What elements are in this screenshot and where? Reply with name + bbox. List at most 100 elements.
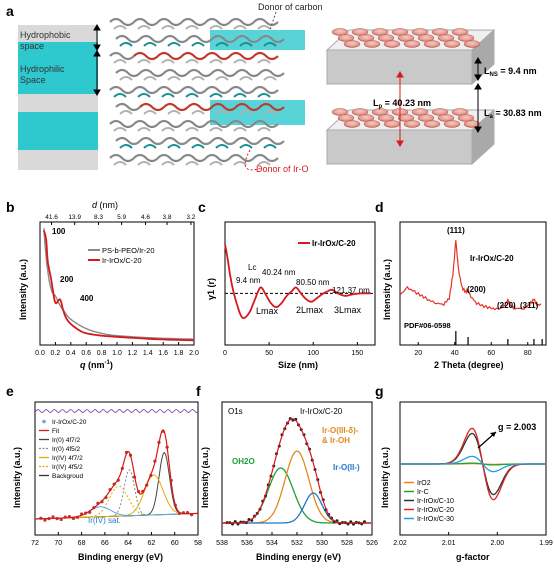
plot-b-series xyxy=(43,228,195,342)
fiber-strand xyxy=(137,161,151,166)
hydrophilic-label: Hydrophilic Space xyxy=(20,64,67,85)
fiber-strand xyxy=(115,68,141,78)
panel-b: b 0.0 0.2 0.4 0.6 0.8 1.0 1.2 1.4 1.6 1.8 2.0 41.6… xyxy=(6,199,199,370)
peak-220: (220) xyxy=(497,301,516,310)
c-series xyxy=(224,243,371,320)
plot-c-series: 0 50 100 150 xyxy=(223,243,375,357)
fiber-strand xyxy=(191,144,205,149)
g-xtick-label: 2.00 xyxy=(491,540,505,547)
fiber-strand xyxy=(215,76,229,81)
b-xtick-label: 0.2 xyxy=(51,350,61,357)
stripe-hydrophobic-2 xyxy=(18,94,98,112)
fiber-strand xyxy=(185,59,199,64)
fiber-strand xyxy=(235,34,261,44)
fiber-strand xyxy=(119,144,133,149)
fiber-strand xyxy=(137,93,151,98)
c-xtick-label: 100 xyxy=(307,350,319,357)
fiber-strand xyxy=(259,34,285,44)
micelle-fiber-array xyxy=(109,17,285,166)
fiber-strand xyxy=(133,51,159,61)
f-component-0 xyxy=(222,467,371,524)
fiber-strand xyxy=(233,161,247,166)
f-xtick-label: 528 xyxy=(341,540,353,547)
fiber-strand xyxy=(157,119,183,129)
panel-b-letter: b xyxy=(6,199,15,215)
e-xtick-label: 64 xyxy=(124,540,132,547)
b-xtick-label: 0.8 xyxy=(97,350,107,357)
fiber-strand xyxy=(133,153,159,163)
plot-c-xlabel: Size (nm) xyxy=(278,360,318,370)
plot-g-xlabel: g-factor xyxy=(456,552,490,562)
fiber-strand xyxy=(181,51,207,61)
slab2-side-face xyxy=(471,108,495,166)
e-legend-label: Backgroud xyxy=(52,473,83,480)
plot-e-ylabel: Intensity (a.u.) xyxy=(12,447,22,508)
fiber-strand xyxy=(161,127,175,132)
fiber-strand xyxy=(253,85,279,95)
fiber-strand xyxy=(215,110,229,115)
fiber-strand xyxy=(113,59,127,64)
sat-label: Ir(IV) sat. xyxy=(88,516,121,525)
g-xtick-label: 1.99 xyxy=(539,540,553,547)
fiber-strand xyxy=(157,85,183,95)
e-legend-label: Ir(0) 4f7/2 xyxy=(52,437,81,444)
e-xtick-label: 60 xyxy=(171,540,179,547)
pore-cell xyxy=(423,120,441,128)
fiber-strand xyxy=(181,153,207,163)
fiber-strand xyxy=(211,102,237,112)
b-xtick-label: 1.8 xyxy=(174,350,184,357)
plot-c-ylabel: γ1 (r) xyxy=(206,278,216,300)
panel-f: f 538 536 534 532 530 528 526 Binding energy (… xyxy=(196,383,378,562)
b-toptick-label: 5.9 xyxy=(117,214,126,221)
fiber-strand xyxy=(181,17,207,27)
fiber-strand xyxy=(113,161,127,166)
e-legend-label: Ir(0) 4f5/2 xyxy=(52,446,81,453)
e-xtick-label: 66 xyxy=(101,540,109,547)
plot-f-series: 538 536 534 532 530 528 526 xyxy=(216,417,378,547)
fiber-strand xyxy=(191,110,205,115)
fiber-strand xyxy=(205,153,231,163)
fiber-strand xyxy=(229,85,255,95)
fiber-strand xyxy=(137,25,151,30)
fiber-strand xyxy=(109,85,135,95)
plot-f-ylabel: Intensity (a.u.) xyxy=(200,447,210,508)
fiber-strand xyxy=(143,76,157,81)
stripe-hydrophilic-1 xyxy=(18,42,98,94)
fiber-strand xyxy=(119,76,133,81)
lp-label: Lp = 40.23 nm xyxy=(373,98,431,110)
fiber-strand xyxy=(185,25,199,30)
fiber-strand xyxy=(209,93,223,98)
b-toptick-label: 13.9 xyxy=(68,214,81,221)
e-residual xyxy=(34,409,199,413)
fiber-strand xyxy=(187,34,213,44)
fiber-strand xyxy=(211,68,237,78)
fiber-strand xyxy=(109,119,135,129)
peak-100-label: 100 xyxy=(52,227,66,236)
pore-cell xyxy=(343,120,361,128)
fiber-strand xyxy=(185,93,199,98)
hydrophilic-line-1: Hydrophilic xyxy=(20,64,65,74)
fiber-strand xyxy=(167,110,181,115)
pore-cell xyxy=(403,120,421,128)
legend-b-ir-label: Ir-IrOx/C-20 xyxy=(102,256,142,265)
fiber-strand xyxy=(163,68,189,78)
plot-b-xlabel: q (nm-1) xyxy=(80,360,113,370)
fiber-strand xyxy=(137,127,151,132)
peak-200-d: (200) xyxy=(467,285,486,294)
fiber-strand xyxy=(133,119,159,129)
c-xtick-label: 0 xyxy=(223,350,227,357)
fiber-strand xyxy=(139,102,165,112)
hydrophobic-line-1: Hydrophobic xyxy=(20,30,71,40)
fiber-strand xyxy=(235,68,261,78)
e-xtick-label: 70 xyxy=(54,540,62,547)
fiber-strand xyxy=(191,76,205,81)
fiber-strand xyxy=(229,51,255,61)
pore-cell xyxy=(363,40,381,48)
f-label-iroii: Ir-O(II-) xyxy=(333,463,360,472)
plot-d-series: 20 40 60 80 xyxy=(399,240,543,357)
c-xtick-label: 50 xyxy=(265,350,273,357)
panel-f-letter: f xyxy=(196,383,201,399)
fiber-strand xyxy=(253,153,279,163)
panel-c: c 0 50 100 150 Size (nm) γ1 (r) Ir-IrOx/C-2… xyxy=(198,199,376,370)
e-xtick-label: 62 xyxy=(148,540,156,547)
